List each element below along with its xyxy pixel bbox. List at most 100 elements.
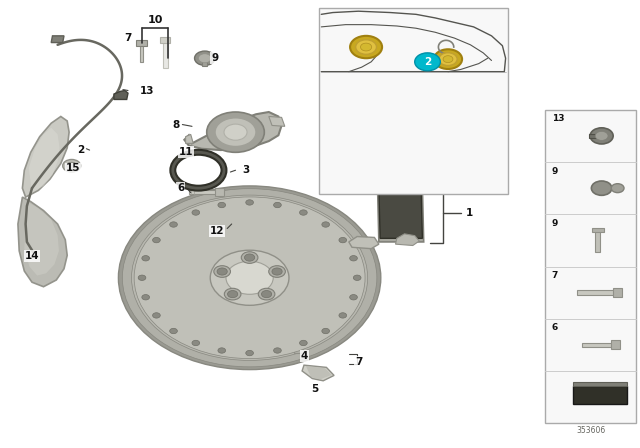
Text: 13: 13	[552, 114, 564, 123]
Circle shape	[198, 54, 211, 63]
Polygon shape	[22, 116, 69, 197]
Circle shape	[356, 40, 376, 54]
Text: 13: 13	[140, 86, 154, 96]
Text: 6: 6	[177, 183, 184, 193]
Circle shape	[349, 295, 357, 300]
Bar	[136, 40, 147, 46]
Bar	[611, 340, 620, 349]
Text: 10: 10	[147, 15, 163, 25]
Text: 6: 6	[552, 323, 558, 332]
Circle shape	[241, 252, 258, 263]
Polygon shape	[269, 116, 285, 126]
Text: 7: 7	[355, 357, 363, 367]
Circle shape	[272, 268, 282, 275]
Circle shape	[134, 197, 365, 358]
Bar	[613, 288, 622, 297]
Polygon shape	[349, 237, 379, 249]
Bar	[592, 228, 604, 233]
Bar	[582, 343, 614, 347]
Circle shape	[218, 348, 225, 353]
Bar	[163, 41, 168, 68]
Text: 1: 1	[466, 208, 473, 218]
Circle shape	[300, 210, 307, 215]
Text: 7: 7	[124, 33, 131, 43]
Circle shape	[246, 200, 253, 205]
Polygon shape	[186, 134, 193, 143]
Circle shape	[138, 275, 146, 280]
Polygon shape	[396, 234, 419, 246]
Bar	[140, 44, 143, 62]
Bar	[319, 8, 508, 194]
Circle shape	[227, 290, 237, 297]
Circle shape	[269, 266, 285, 277]
Text: 8: 8	[172, 120, 179, 129]
Polygon shape	[227, 244, 253, 262]
Text: 9: 9	[552, 219, 558, 228]
Circle shape	[170, 328, 177, 334]
Circle shape	[591, 181, 612, 195]
Circle shape	[322, 222, 330, 227]
Circle shape	[259, 288, 275, 300]
Circle shape	[595, 131, 608, 140]
Bar	[202, 61, 207, 66]
Polygon shape	[396, 180, 419, 191]
Text: 15: 15	[65, 164, 80, 173]
Text: 2: 2	[77, 145, 84, 155]
Circle shape	[214, 266, 230, 277]
Circle shape	[224, 124, 247, 140]
Circle shape	[195, 51, 215, 65]
Text: 11: 11	[179, 147, 193, 157]
Polygon shape	[224, 202, 287, 246]
Circle shape	[215, 118, 256, 146]
Text: 12: 12	[209, 226, 224, 236]
Text: 14: 14	[25, 251, 39, 261]
Circle shape	[122, 189, 377, 367]
Polygon shape	[114, 90, 128, 99]
Polygon shape	[18, 197, 67, 287]
Circle shape	[322, 328, 330, 334]
Circle shape	[132, 195, 367, 360]
Circle shape	[152, 313, 160, 318]
Text: 4: 4	[301, 351, 308, 361]
Text: 3: 3	[243, 165, 250, 175]
Polygon shape	[302, 365, 334, 381]
Text: 9: 9	[211, 53, 218, 63]
Circle shape	[274, 348, 282, 353]
Polygon shape	[24, 202, 59, 276]
Bar	[215, 188, 224, 196]
Circle shape	[415, 53, 440, 71]
Circle shape	[349, 255, 357, 261]
Bar	[276, 347, 297, 350]
Bar	[595, 230, 600, 252]
Circle shape	[142, 255, 150, 261]
Circle shape	[611, 184, 624, 193]
Circle shape	[217, 268, 227, 275]
Circle shape	[443, 56, 453, 63]
Circle shape	[192, 210, 200, 215]
Bar	[189, 190, 220, 194]
Circle shape	[590, 128, 613, 144]
Circle shape	[207, 112, 264, 152]
Text: 9: 9	[552, 167, 558, 176]
Circle shape	[118, 186, 381, 370]
Circle shape	[142, 295, 150, 300]
Circle shape	[360, 43, 372, 51]
Circle shape	[224, 288, 241, 300]
Circle shape	[226, 261, 273, 294]
Polygon shape	[351, 177, 379, 189]
Circle shape	[192, 340, 200, 346]
Polygon shape	[51, 36, 64, 43]
Circle shape	[63, 159, 81, 172]
Circle shape	[218, 202, 225, 208]
Bar	[160, 37, 170, 43]
Polygon shape	[184, 112, 282, 150]
Circle shape	[350, 36, 382, 58]
Bar	[294, 345, 303, 353]
Circle shape	[246, 350, 253, 356]
Circle shape	[152, 237, 160, 243]
Text: 353606: 353606	[576, 426, 605, 435]
Bar	[545, 110, 636, 423]
Circle shape	[353, 275, 361, 280]
Circle shape	[211, 250, 289, 306]
Polygon shape	[379, 190, 422, 238]
